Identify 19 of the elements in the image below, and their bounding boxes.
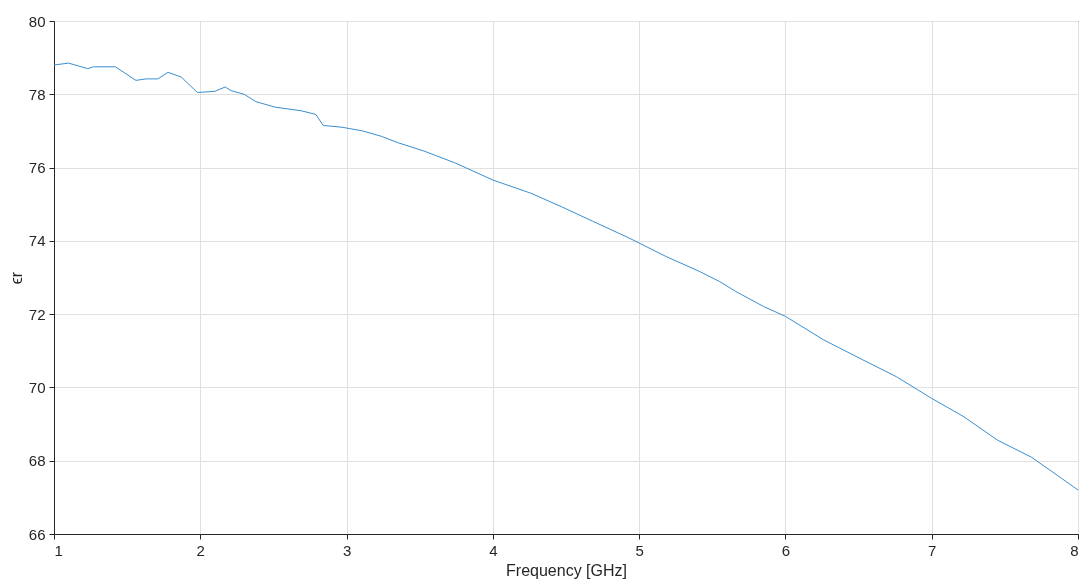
y-tick-label: 66: [28, 525, 46, 543]
x-tick-label: 2: [196, 541, 205, 559]
y-axis-title: ϵr: [7, 271, 25, 285]
y-tick-label: 76: [28, 159, 46, 177]
x-tick-label: 8: [1070, 541, 1079, 559]
y-tick-label: 70: [28, 378, 46, 396]
y-tick-label: 68: [28, 452, 46, 470]
x-tick-label: 3: [342, 541, 352, 559]
x-tick-label: 7: [928, 541, 937, 559]
x-tick-label: 5: [635, 541, 644, 559]
x-axis-title: Frequency [GHz]: [506, 561, 627, 579]
x-tick-label: 6: [781, 541, 791, 559]
x-tick-label: 1: [54, 541, 63, 559]
y-tick-label: 72: [28, 305, 46, 323]
y-tick-label: 80: [28, 12, 46, 30]
y-tick-label: 74: [28, 232, 46, 250]
y-tick-label: 78: [28, 85, 46, 103]
line-series: [54, 62, 1078, 491]
x-tick-label: 4: [489, 541, 498, 559]
